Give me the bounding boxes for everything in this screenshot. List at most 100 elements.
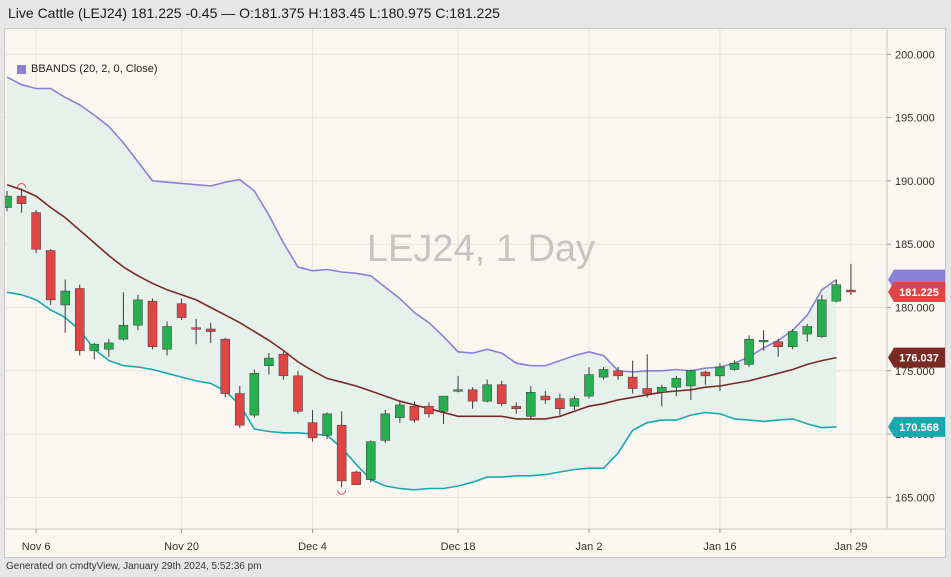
candle-body bbox=[336, 424, 347, 482]
candle-body bbox=[45, 250, 56, 301]
candle-body bbox=[133, 299, 143, 326]
candle-body bbox=[380, 413, 391, 441]
candle-body bbox=[5, 195, 12, 208]
y-tick-label: 175.000 bbox=[895, 366, 935, 378]
candle-46 bbox=[671, 375, 682, 397]
candle-body bbox=[540, 395, 551, 401]
candle-24 bbox=[351, 470, 361, 485]
middle-band-label-box bbox=[888, 347, 945, 368]
candle-body bbox=[613, 370, 623, 377]
candle-body bbox=[831, 284, 842, 302]
instrument-title: Live Cattle (LEJ24) 181.225 -0.45 — O:18… bbox=[8, 5, 500, 21]
y-tick-label: 165.000 bbox=[895, 492, 935, 504]
candle-body bbox=[409, 405, 420, 421]
candle-2 bbox=[31, 210, 41, 254]
candle-body bbox=[758, 340, 769, 343]
candle-body bbox=[293, 375, 303, 412]
candle-39 bbox=[569, 396, 580, 411]
candle-14 bbox=[205, 322, 216, 343]
candle-7 bbox=[104, 339, 114, 357]
generated-timestamp: Generated on cmdtyView, January 29th 202… bbox=[6, 561, 262, 572]
middle-band-label-text: 176.037 bbox=[899, 353, 939, 365]
candle-44 bbox=[642, 354, 652, 398]
last-price-label: 181.225 bbox=[888, 281, 945, 302]
y-tick-label: 200.000 bbox=[895, 49, 935, 61]
x-tick-label: Dec 4 bbox=[298, 541, 327, 553]
candle-22 bbox=[322, 412, 332, 440]
candle-body bbox=[366, 441, 376, 480]
lower-band-line bbox=[6, 291, 837, 491]
candle-body bbox=[715, 366, 725, 377]
y-tick-label: 190.000 bbox=[895, 176, 935, 188]
candle-body bbox=[598, 369, 609, 378]
right-axis-labels: 181.225 176.037 170.568 bbox=[888, 269, 945, 437]
candle-36 bbox=[526, 385, 536, 419]
candle-57 bbox=[831, 279, 842, 303]
candle-body bbox=[322, 413, 332, 436]
candle-body bbox=[104, 342, 114, 350]
candle-body bbox=[307, 422, 318, 439]
high-marker bbox=[17, 183, 27, 188]
candle-32 bbox=[467, 387, 478, 409]
x-tick-label: Jan 29 bbox=[834, 541, 867, 553]
candle-47 bbox=[686, 369, 696, 400]
candle-body bbox=[191, 327, 201, 330]
x-axis-ticks: Nov 6 Nov 20 Dec 4 Dec 18 Jan 2 Jan 16 Jan 29 bbox=[22, 529, 867, 553]
candle-body bbox=[220, 338, 230, 394]
candle-37 bbox=[540, 391, 551, 404]
candle-23 bbox=[336, 411, 347, 488]
upper-band-line bbox=[6, 76, 837, 373]
candle-6 bbox=[89, 342, 100, 360]
candle-body bbox=[351, 471, 361, 485]
candle-12 bbox=[176, 298, 187, 321]
candle-body bbox=[89, 343, 100, 351]
candle-25 bbox=[366, 440, 376, 483]
candle-body bbox=[569, 398, 580, 407]
middle-band-label: 176.037 bbox=[888, 347, 945, 368]
candle-body bbox=[205, 328, 216, 332]
candle-0 bbox=[5, 191, 12, 212]
candle-13 bbox=[191, 318, 201, 345]
candle-19 bbox=[278, 351, 289, 380]
candle-17 bbox=[249, 369, 260, 418]
candle-9 bbox=[133, 294, 143, 331]
candle-53 bbox=[773, 339, 783, 357]
candle-body bbox=[584, 374, 594, 397]
x-tick-label: Nov 6 bbox=[22, 541, 51, 553]
candle-51 bbox=[744, 335, 754, 367]
candle-28 bbox=[409, 401, 420, 423]
candle-body bbox=[467, 389, 478, 402]
candle-body bbox=[424, 405, 434, 415]
last-price-label-box bbox=[888, 281, 945, 302]
legend-swatch bbox=[17, 64, 26, 74]
lower-band-label: 170.568 bbox=[888, 416, 945, 437]
candle-body bbox=[60, 290, 70, 306]
last-price-label-text: 181.225 bbox=[899, 287, 939, 299]
x-tick-label: Jan 16 bbox=[703, 541, 736, 553]
candle-body bbox=[176, 303, 187, 318]
candle-35 bbox=[511, 402, 521, 414]
candle-body bbox=[496, 384, 507, 404]
y-tick-label: 180.000 bbox=[895, 302, 935, 314]
candle-34 bbox=[496, 380, 507, 407]
candle-body bbox=[511, 405, 521, 409]
candle-21 bbox=[307, 410, 318, 442]
candle-4 bbox=[60, 279, 70, 333]
candle-body bbox=[147, 300, 158, 347]
candle-11 bbox=[162, 321, 172, 356]
candle-33 bbox=[482, 379, 492, 403]
candle-45 bbox=[657, 384, 667, 407]
candle-body bbox=[16, 195, 27, 204]
candle-5 bbox=[75, 284, 85, 356]
price-chart[interactable]: LEJ24, 1 Day 200.000 195.000 190.000 185.00… bbox=[5, 29, 945, 557]
chart-watermark: LEJ24, 1 Day bbox=[367, 228, 595, 270]
chart-footer: Generated on cmdtyView, January 29th 202… bbox=[0, 558, 951, 577]
candle-49 bbox=[715, 363, 725, 392]
candle-30 bbox=[438, 395, 449, 424]
candle-body bbox=[162, 326, 172, 350]
candle-20 bbox=[293, 370, 303, 414]
chart-panel[interactable]: LEJ24, 1 Day 200.000 195.000 190.000 185.00… bbox=[4, 28, 946, 558]
indicator-legend[interactable]: BBANDS (20, 2, 0, Close) bbox=[17, 63, 158, 75]
candle-body bbox=[686, 370, 696, 387]
candle-54 bbox=[787, 329, 798, 350]
